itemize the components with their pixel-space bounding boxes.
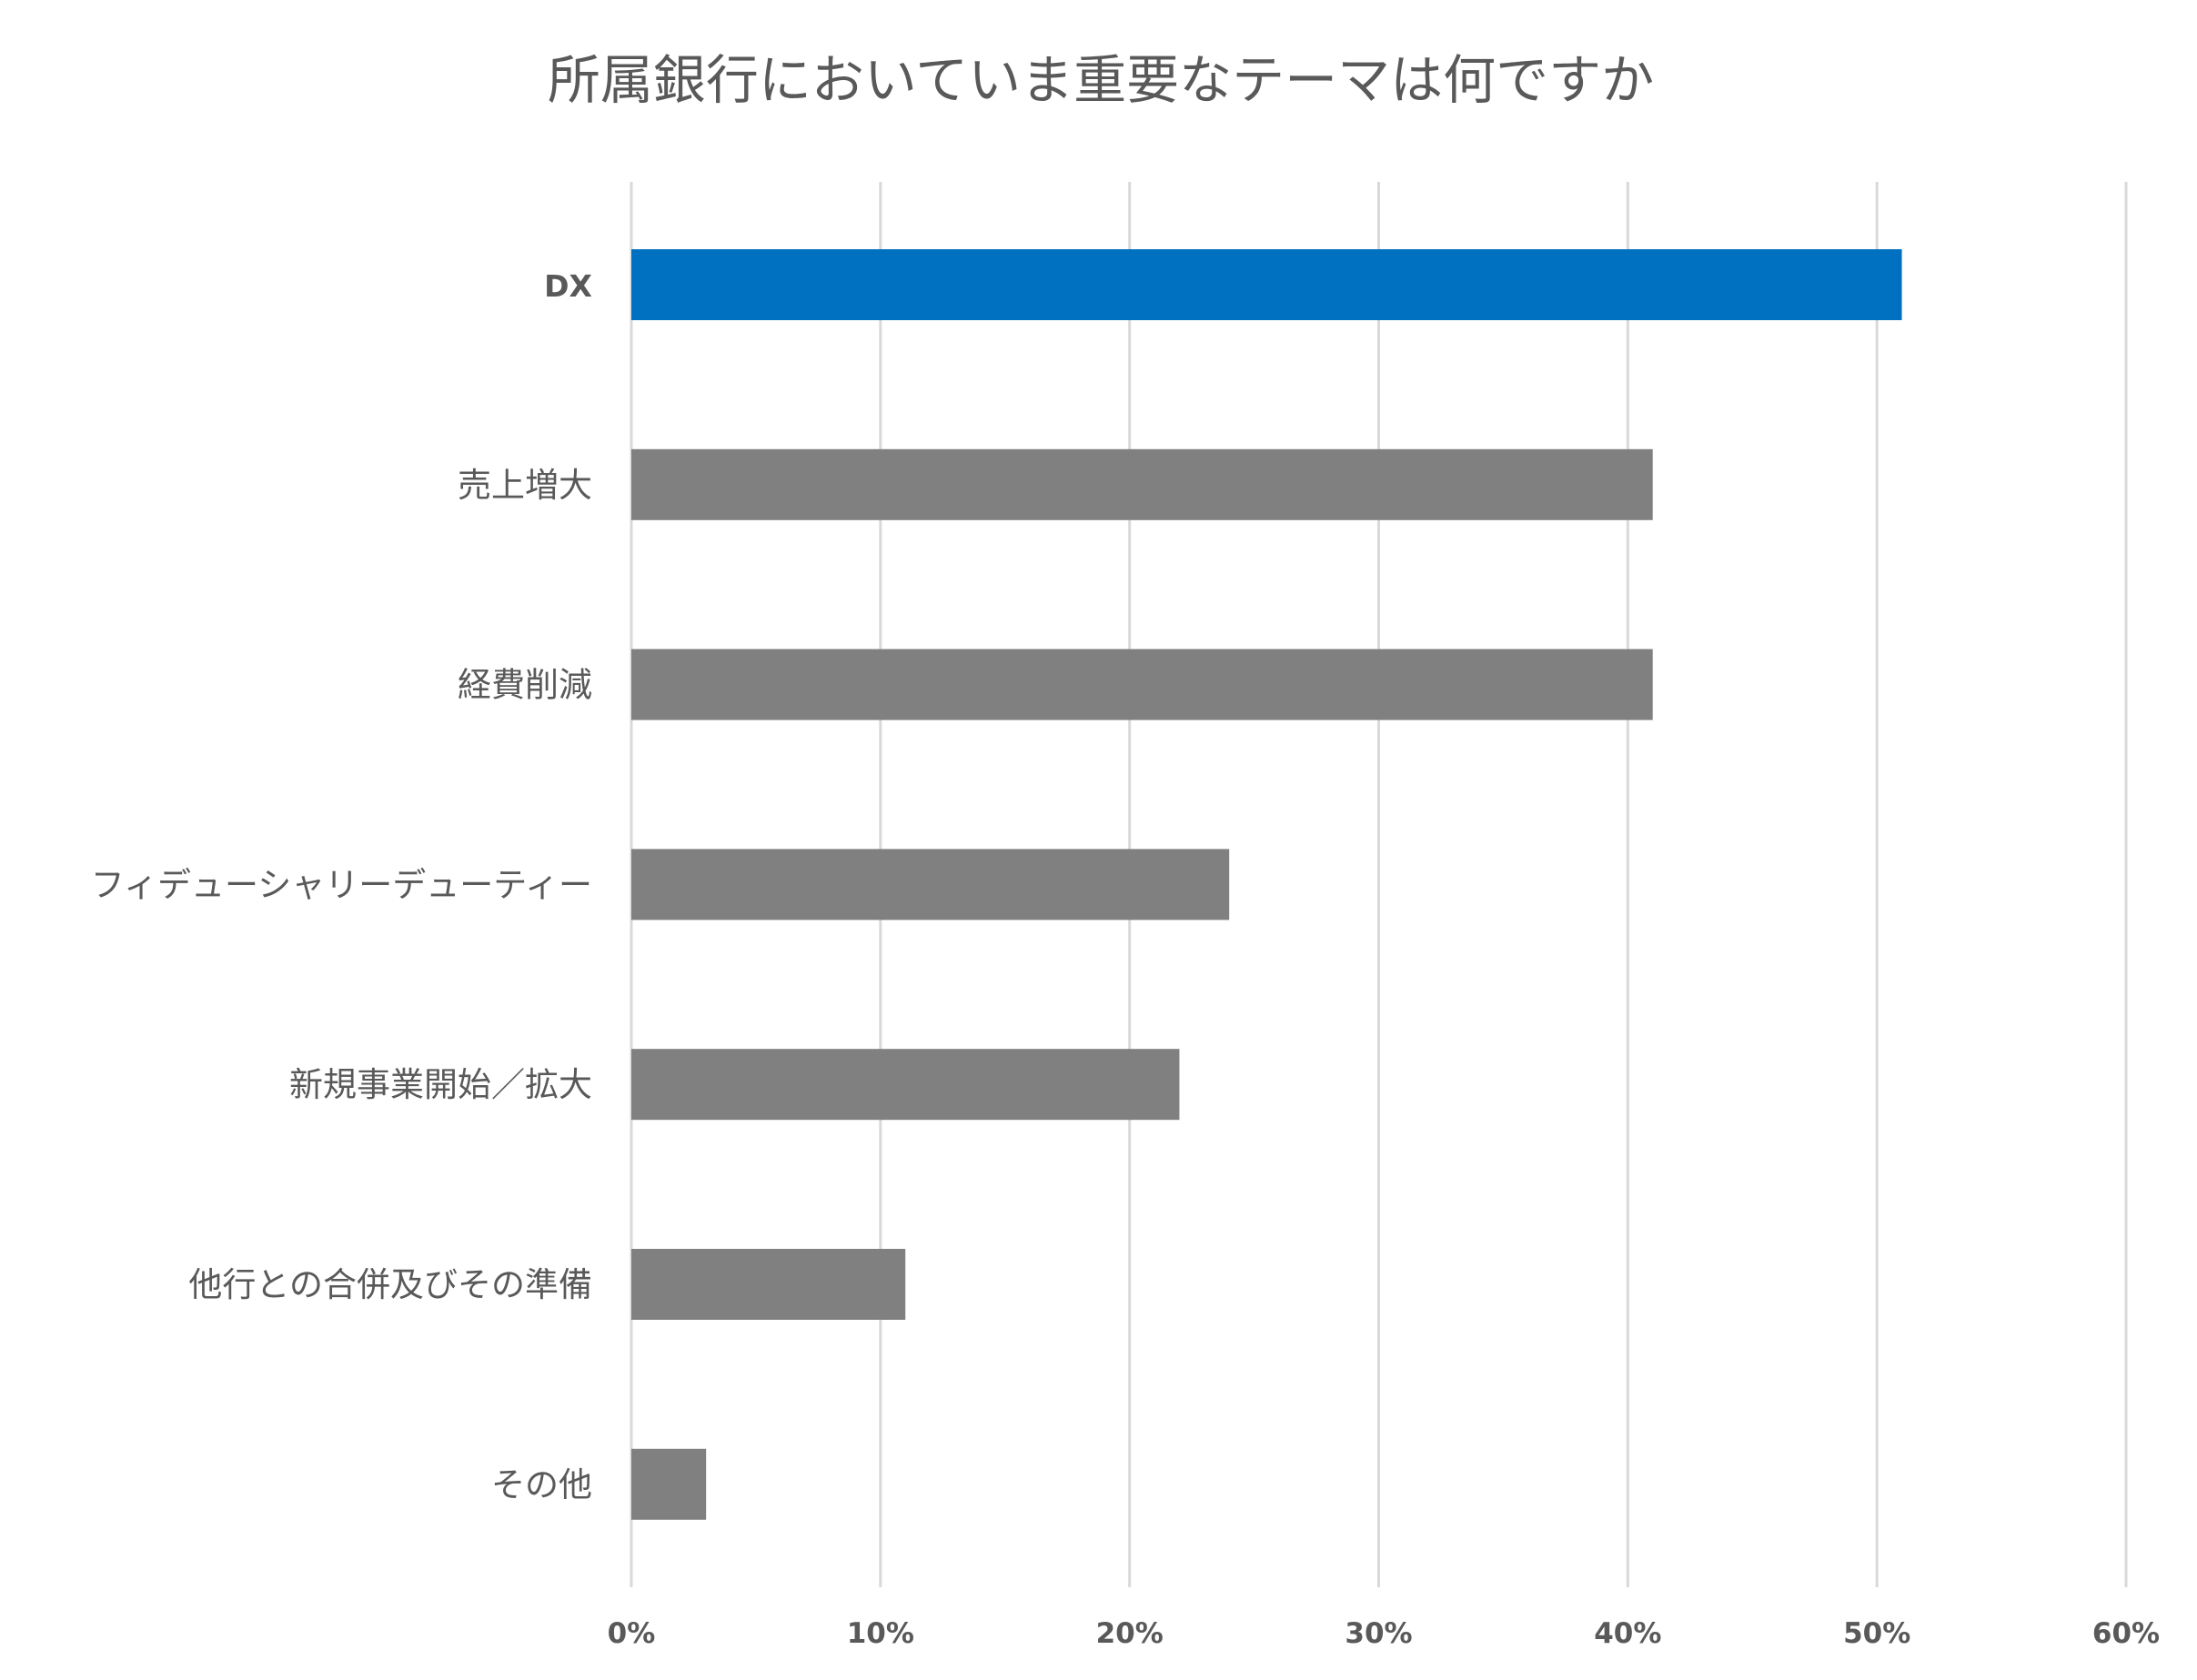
- x-tick-label-50: 50%: [1843, 1617, 1910, 1650]
- category-label-2: 売上増大: [458, 466, 592, 505]
- category-label-3: 経費削減: [458, 666, 592, 705]
- bar-1: [631, 249, 1902, 320]
- x-axis-tick-labels: 0% 10% 20% 30% 40% 50% 60%: [608, 1617, 2160, 1650]
- bar-5: [631, 1049, 1180, 1121]
- category-label-7: その他: [491, 1465, 592, 1504]
- category-label-5: 新規事業開始／拡大: [289, 1065, 592, 1104]
- bar-3: [631, 649, 1653, 720]
- x-tick-label-0: 0%: [608, 1617, 656, 1650]
- bar-4: [631, 849, 1230, 920]
- x-tick-label-40: 40%: [1594, 1617, 1661, 1650]
- category-labels: DX 売上増大経費削減フィデューシャリーデューティー新規事業開始／拡大他行との合併…: [91, 268, 592, 1504]
- bar-7: [631, 1448, 707, 1520]
- bar-2: [631, 448, 1653, 520]
- bar-6: [631, 1249, 906, 1320]
- category-label-4: フィデューシャリーデューティー: [91, 865, 592, 904]
- category-label-6: 他行との合併及びその準備: [188, 1265, 592, 1304]
- x-tick-label-20: 20%: [1096, 1617, 1164, 1650]
- bars: [631, 249, 1902, 1520]
- x-tick-label-60: 60%: [2092, 1617, 2160, 1650]
- chart-title: 所属銀行においていま重要なテーマは何ですか: [548, 49, 1654, 111]
- x-tick-label-10: 10%: [847, 1617, 914, 1650]
- x-tick-label-30: 30%: [1345, 1617, 1412, 1650]
- category-label-1: DX: [544, 268, 592, 304]
